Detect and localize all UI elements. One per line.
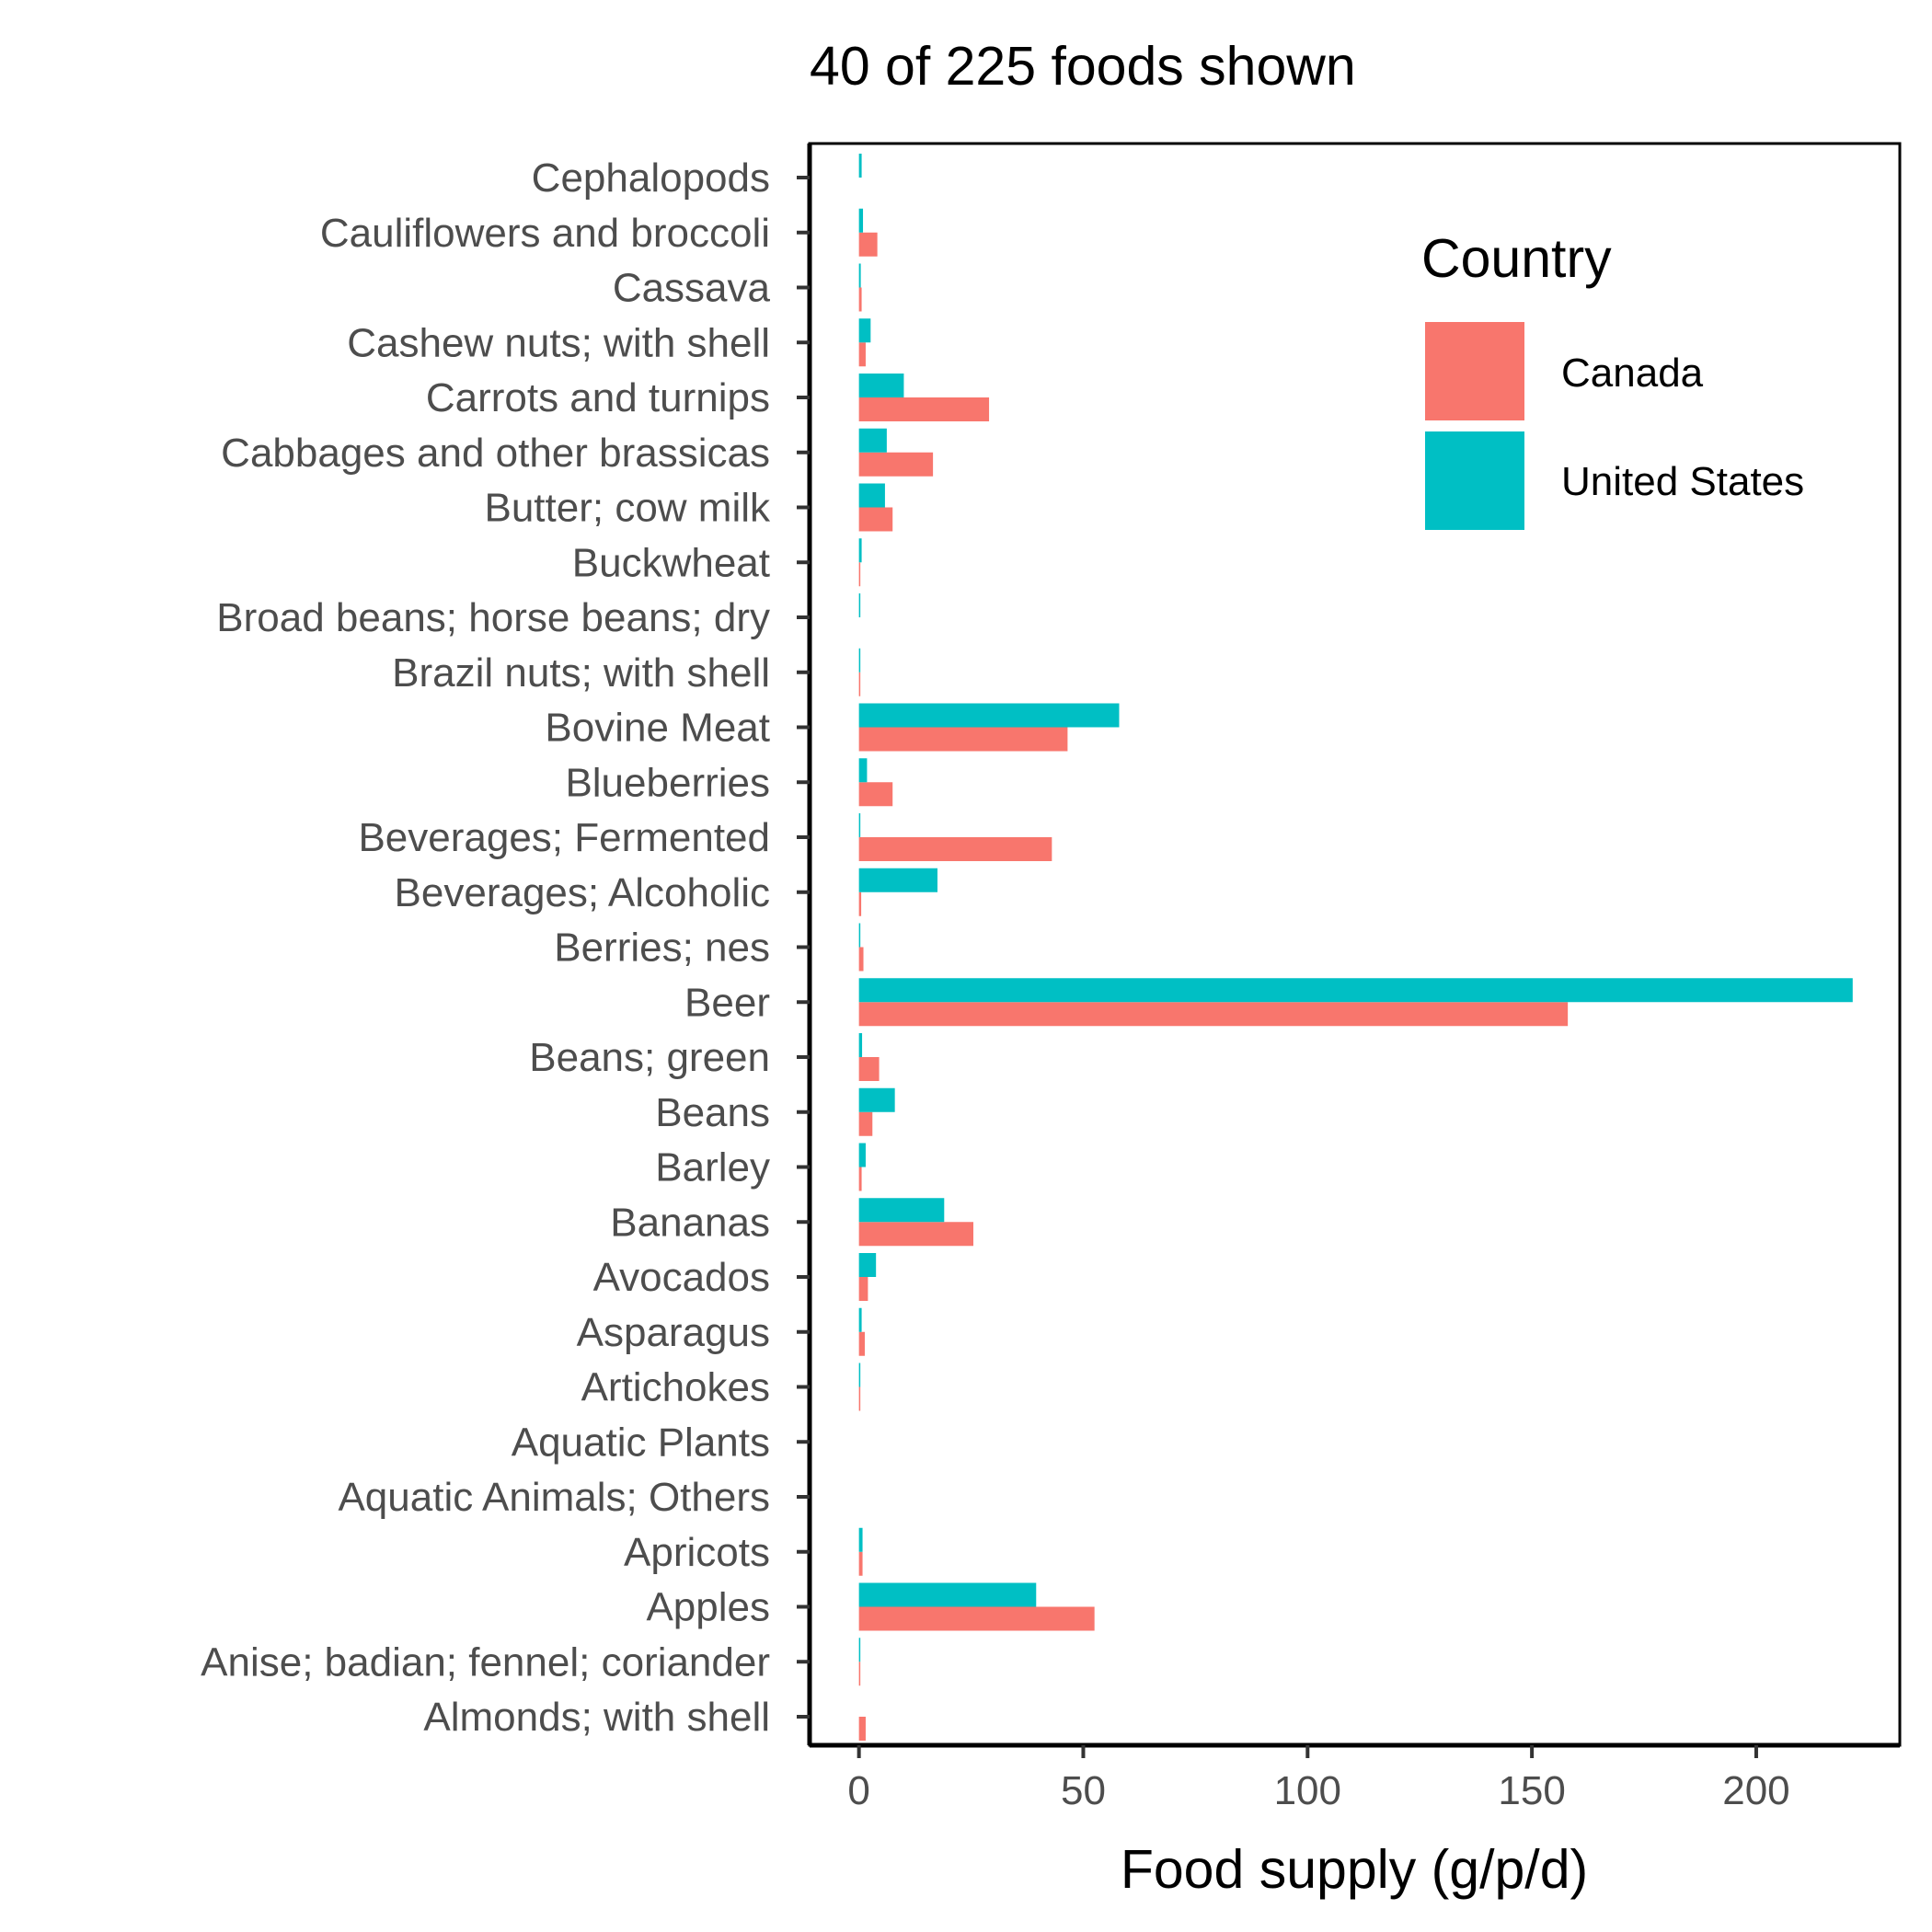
category-label-cephalopods: Cephalopods: [532, 155, 770, 201]
y-axis-categories: Cephalopods Cauliflowers and broccoli Cass…: [201, 155, 810, 1740]
bar-canada-anise-badian-fennel-coriander: [858, 1662, 861, 1686]
bar-united-states-beans-green: [858, 1033, 863, 1057]
legend: Country Canada United States: [1421, 228, 1804, 530]
bars-layer: [858, 154, 1853, 1741]
category-label-bovine-meat: Bovine Meat: [545, 706, 770, 751]
bar-united-states-blueberries: [858, 758, 868, 783]
bar-canada-beans: [858, 1111, 873, 1136]
category-label-cashew-nuts-with-shell: Cashew nuts; with shell: [347, 320, 770, 365]
bar-united-states-berries-nes: [858, 923, 861, 948]
bar-united-states-beer: [858, 978, 1853, 1003]
bar-united-states-bananas: [858, 1198, 945, 1223]
bar-canada-cauliflowers-and-broccoli: [858, 232, 878, 257]
bar-canada-apricots: [858, 1551, 863, 1576]
bar-canada-bovine-meat: [858, 727, 1068, 752]
x-axis-title: Food supply (g/p/d): [1121, 1839, 1588, 1900]
bar-united-states-apricots: [858, 1527, 863, 1552]
bar-united-states-beverages-alcoholic: [858, 868, 937, 892]
bar-canada-cabbages-and-other-brassicas: [858, 452, 934, 477]
bar-united-states-beverages-fermented: [858, 813, 861, 837]
bar-united-states-butter-cow-milk: [858, 483, 885, 508]
bar-canada-almonds-with-shell: [858, 1717, 866, 1741]
category-label-beverages-alcoholic: Beverages; Alcoholic: [395, 870, 770, 915]
bar-united-states-beans: [858, 1087, 895, 1112]
legend-title: Country: [1421, 228, 1612, 289]
category-label-aquatic-plants: Aquatic Plants: [512, 1420, 770, 1465]
category-label-carrots-and-turnips: Carrots and turnips: [426, 375, 770, 420]
x-tick-label-50: 50: [1061, 1768, 1106, 1813]
bar-united-states-carrots-and-turnips: [858, 374, 904, 397]
bar-canada-asparagus: [858, 1331, 865, 1356]
category-label-butter-cow-milk: Butter; cow milk: [484, 486, 771, 531]
bar-united-states-cabbages-and-other-brassicas: [858, 428, 887, 453]
bar-canada-beverages-alcoholic: [858, 891, 862, 916]
bar-united-states-apples: [858, 1582, 1037, 1607]
category-label-asparagus: Asparagus: [577, 1310, 770, 1355]
bar-canada-berries-nes: [858, 947, 864, 972]
category-label-beans: Beans: [655, 1090, 770, 1135]
bar-united-states-cephalopods: [858, 154, 862, 178]
category-label-beer: Beer: [684, 980, 770, 1025]
bar-united-states-artichokes: [858, 1363, 861, 1387]
chart-title: 40 of 225 foods shown: [810, 36, 1356, 97]
x-tick-label-150: 150: [1498, 1768, 1565, 1813]
bar-canada-apples: [858, 1606, 1095, 1631]
bar-canada-artichokes: [858, 1386, 861, 1411]
category-label-apricots: Apricots: [624, 1530, 770, 1575]
bar-canada-avocados: [858, 1277, 868, 1301]
plot-panel-border: [808, 142, 1902, 1747]
bar-canada-barley: [858, 1167, 862, 1191]
category-label-almonds-with-shell: Almonds; with shell: [423, 1695, 770, 1740]
bar-united-states-avocados: [858, 1253, 877, 1277]
bar-united-states-bovine-meat: [858, 703, 1120, 728]
bar-united-states-anise-badian-fennel-coriander: [858, 1638, 861, 1662]
category-label-apples: Apples: [646, 1585, 770, 1630]
bar-canada-beans-green: [858, 1057, 880, 1081]
category-label-brazil-nuts-with-shell: Brazil nuts; with shell: [392, 650, 770, 696]
category-label-broad-beans-horse-beans-dry: Broad beans; horse beans; dry: [216, 595, 770, 640]
category-label-aquatic-animals-others: Aquatic Animals; Others: [338, 1475, 770, 1520]
x-tick-label-100: 100: [1274, 1768, 1341, 1813]
category-label-avocados: Avocados: [593, 1255, 770, 1300]
bar-canada-bananas: [858, 1222, 973, 1247]
category-label-beans-green: Beans; green: [529, 1035, 770, 1080]
bar-united-states-brazil-nuts-with-shell: [858, 648, 861, 673]
bar-canada-carrots-and-turnips: [858, 397, 990, 421]
bar-canada-brazil-nuts-with-shell: [858, 672, 861, 696]
category-label-berries-nes: Berries; nes: [554, 926, 770, 971]
legend-key-canada: [1425, 322, 1524, 420]
bar-united-states-buckwheat: [858, 538, 862, 563]
category-label-beverages-fermented: Beverages; Fermented: [358, 815, 770, 860]
bar-canada-cashew-nuts-with-shell: [858, 342, 866, 367]
x-tick-label-0: 0: [847, 1768, 869, 1813]
category-label-bananas: Bananas: [610, 1200, 770, 1245]
category-label-artichokes: Artichokes: [581, 1365, 770, 1410]
bar-canada-butter-cow-milk: [858, 507, 893, 532]
x-axis-ticks: 0 50 100 150 200: [847, 1745, 1790, 1813]
bar-united-states-asparagus: [858, 1307, 862, 1332]
bar-united-states-cassava: [858, 263, 861, 288]
bar-canada-blueberries: [858, 782, 893, 807]
category-label-cabbages-and-other-brassicas: Cabbages and other brassicas: [221, 431, 770, 476]
bar-united-states-cauliflowers-and-broccoli: [858, 208, 864, 233]
x-tick-label-200: 200: [1722, 1768, 1789, 1813]
legend-label-canada: Canada: [1561, 351, 1704, 396]
bar-united-states-broad-beans-horse-beans-dry: [858, 593, 861, 617]
legend-label-united-states: United States: [1561, 459, 1804, 504]
bar-canada-beer: [858, 1002, 1569, 1027]
bar-united-states-barley: [858, 1143, 866, 1167]
legend-key-united-states: [1425, 431, 1524, 530]
category-label-anise-badian-fennel-coriander: Anise; badian; fennel; coriander: [201, 1639, 770, 1685]
bar-canada-cassava: [858, 287, 862, 312]
category-label-cauliflowers-and-broccoli: Cauliflowers and broccoli: [320, 211, 770, 256]
bar-united-states-cashew-nuts-with-shell: [858, 318, 871, 343]
category-label-barley: Barley: [655, 1145, 770, 1190]
category-label-buckwheat: Buckwheat: [572, 540, 770, 585]
bar-canada-buckwheat: [858, 562, 861, 587]
category-label-cassava: Cassava: [613, 266, 771, 311]
category-label-blueberries: Blueberries: [565, 760, 770, 805]
bar-canada-beverages-fermented: [858, 837, 1052, 861]
